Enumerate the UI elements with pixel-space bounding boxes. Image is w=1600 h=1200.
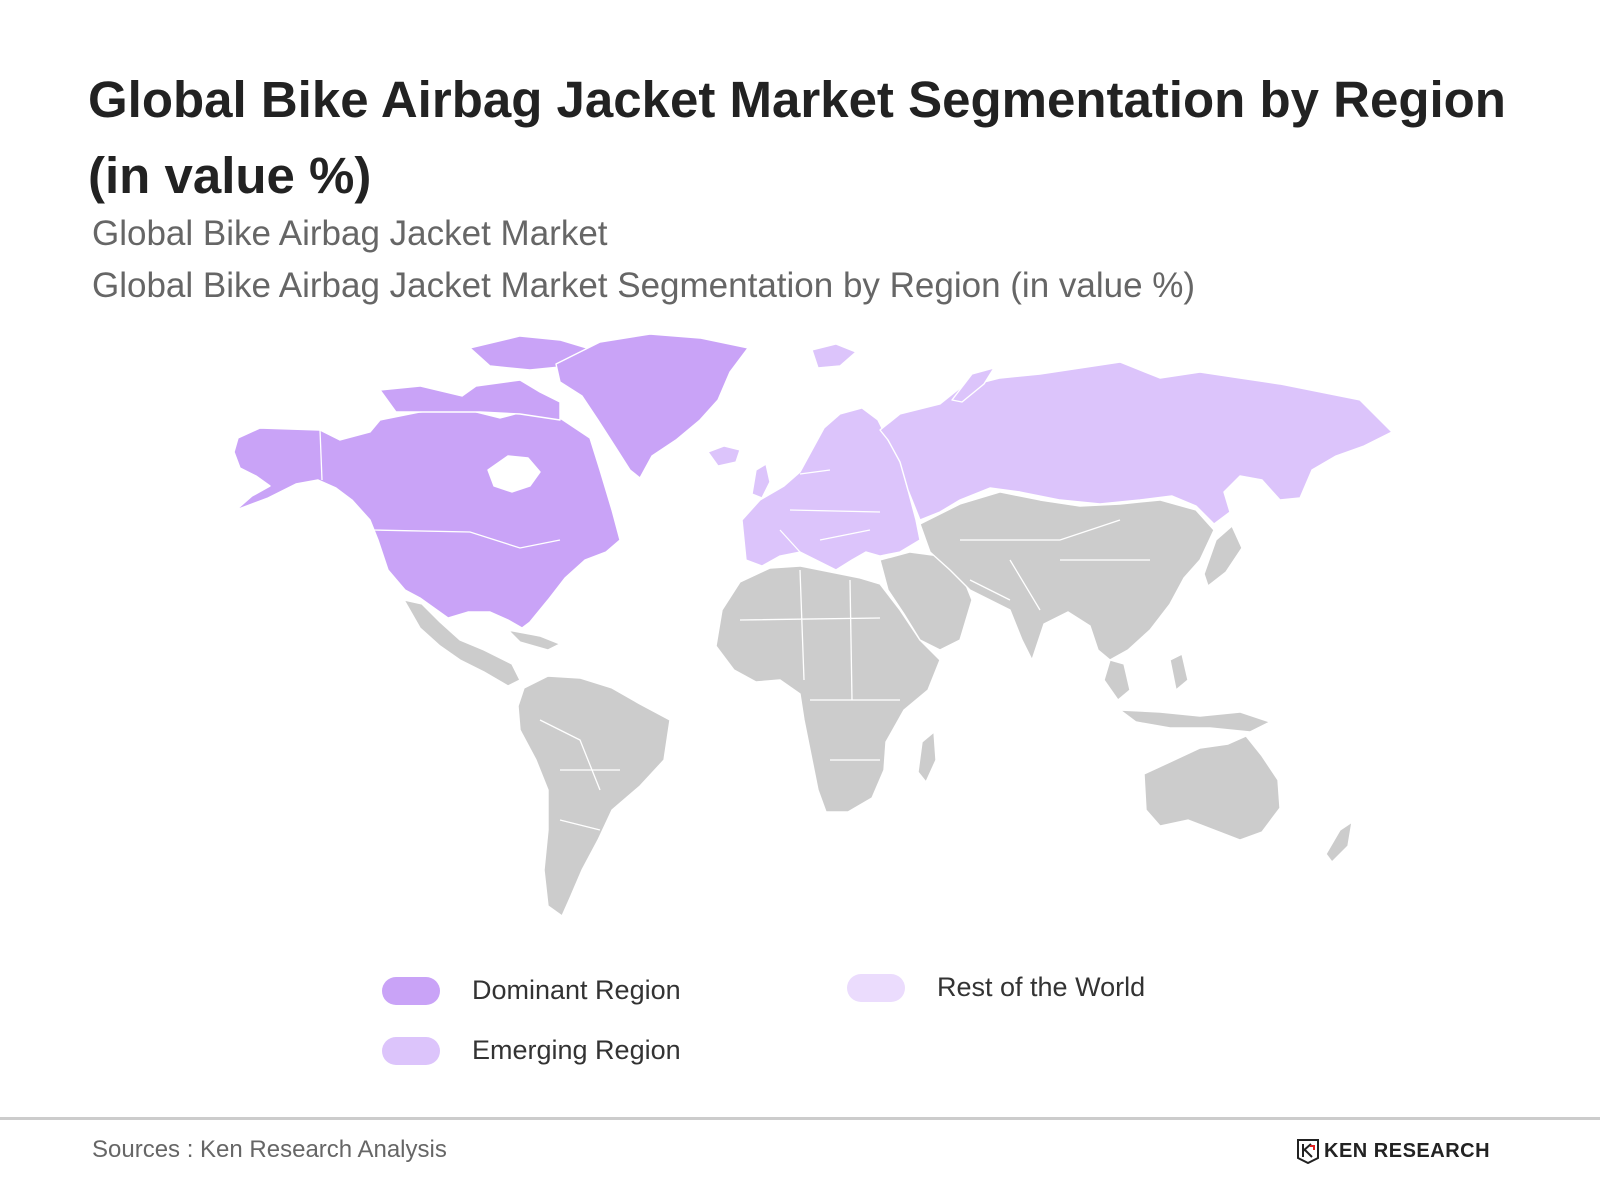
chart-subtitle-secondary: Global Bike Airbag Jacket Market Segment… bbox=[92, 266, 1196, 305]
region-canadian-arctic bbox=[379, 379, 561, 421]
region-philippines bbox=[1169, 653, 1189, 691]
chart-subtitle: Global Bike Airbag Jacket Market bbox=[92, 214, 608, 253]
region-north-america bbox=[233, 407, 621, 629]
region-iceland bbox=[707, 445, 741, 467]
legend-item-rest: Rest of the World bbox=[847, 972, 1145, 1003]
legend-swatch-dominant bbox=[382, 976, 440, 1005]
ken-research-logo: KEN RESEARCH bbox=[1296, 1138, 1490, 1164]
source-note: Sources : Ken Research Analysis bbox=[92, 1136, 447, 1163]
world-map bbox=[233, 333, 1393, 917]
region-asia bbox=[919, 491, 1215, 661]
footer-divider bbox=[0, 1117, 1600, 1120]
region-greenland bbox=[555, 333, 749, 479]
region-new-zealand bbox=[1325, 821, 1353, 863]
region-south-america bbox=[517, 675, 671, 917]
region-africa bbox=[715, 565, 941, 813]
region-southeast-asia bbox=[1103, 659, 1131, 701]
ken-research-logo-icon bbox=[1297, 1139, 1319, 1164]
legend-swatch-emerging bbox=[382, 1036, 440, 1065]
legend-item-dominant: Dominant Region bbox=[382, 975, 681, 1006]
region-uk bbox=[751, 463, 771, 499]
region-middle-east bbox=[879, 551, 973, 651]
region-indonesia bbox=[1119, 709, 1271, 733]
ken-research-logo-text: KEN RESEARCH bbox=[1324, 1139, 1491, 1162]
region-novaya-zemlya bbox=[951, 367, 995, 403]
legend-item-emerging: Emerging Region bbox=[382, 1035, 681, 1066]
region-europe bbox=[741, 407, 921, 571]
region-russia bbox=[879, 361, 1393, 525]
legend-swatch-rest bbox=[847, 973, 905, 1002]
legend-label-emerging: Emerging Region bbox=[472, 1035, 681, 1065]
region-svalbard bbox=[811, 343, 857, 369]
region-caribbean bbox=[507, 629, 561, 651]
region-central-america bbox=[403, 599, 521, 687]
legend-label-rest: Rest of the World bbox=[937, 972, 1146, 1002]
legend-label-dominant: Dominant Region bbox=[472, 975, 681, 1005]
region-australia bbox=[1143, 735, 1281, 841]
region-japan bbox=[1203, 525, 1243, 587]
region-hudson-bay bbox=[487, 455, 541, 493]
region-madagascar bbox=[917, 731, 937, 783]
chart-title: Global Bike Airbag Jacket Market Segment… bbox=[88, 71, 1506, 204]
